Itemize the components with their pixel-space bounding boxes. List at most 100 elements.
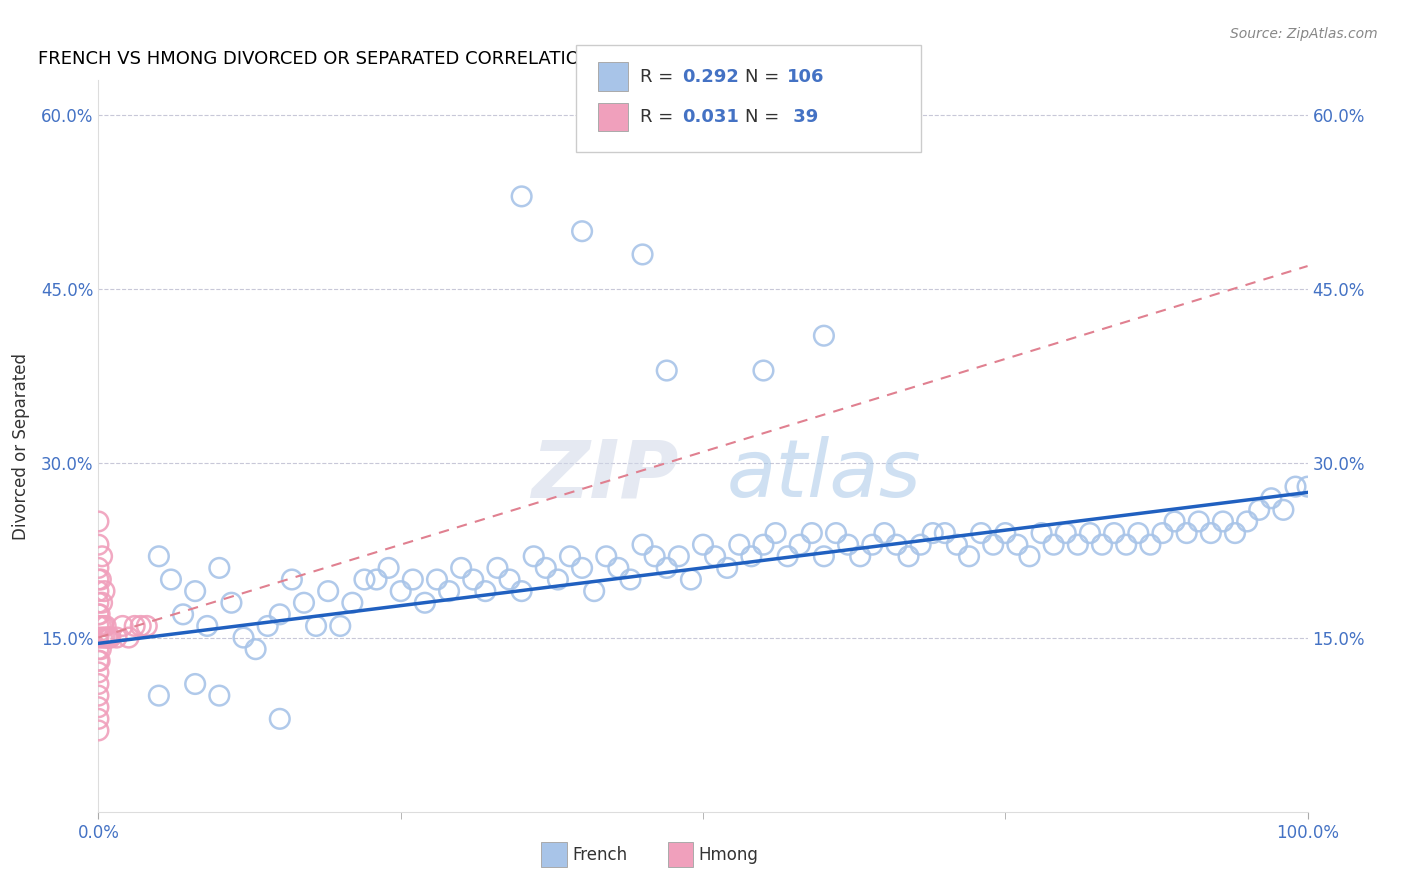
Point — [105, 631, 128, 645]
Point — [87, 607, 110, 622]
Point — [1296, 480, 1319, 494]
Point — [1031, 526, 1053, 541]
Point — [1128, 526, 1150, 541]
Point — [813, 549, 835, 564]
Text: R =: R = — [640, 108, 679, 126]
Point — [655, 561, 678, 575]
Point — [631, 247, 654, 261]
Point — [87, 689, 110, 703]
Text: Source: ZipAtlas.com: Source: ZipAtlas.com — [1230, 27, 1378, 41]
Point — [571, 561, 593, 575]
Point — [87, 515, 110, 529]
Text: N =: N = — [745, 68, 785, 86]
Point — [208, 561, 231, 575]
Text: French: French — [572, 846, 627, 863]
Text: 106: 106 — [787, 68, 825, 86]
Point — [1199, 526, 1222, 541]
Point — [87, 561, 110, 575]
Point — [245, 642, 267, 657]
Point — [655, 363, 678, 377]
Point — [87, 700, 110, 714]
Point — [1212, 515, 1234, 529]
Point — [873, 526, 896, 541]
Point — [752, 363, 775, 377]
Point — [87, 573, 110, 587]
Point — [1102, 526, 1125, 541]
Point — [631, 538, 654, 552]
Point — [93, 631, 115, 645]
Point — [921, 526, 943, 541]
Point — [366, 573, 388, 587]
Point — [765, 526, 787, 541]
Text: R =: R = — [640, 68, 679, 86]
Point — [1223, 526, 1246, 541]
Point — [184, 677, 207, 691]
Point — [91, 619, 114, 633]
Point — [1152, 526, 1174, 541]
Point — [1163, 515, 1185, 529]
Point — [668, 549, 690, 564]
Point — [534, 561, 557, 575]
Point — [96, 631, 118, 645]
Point — [1054, 526, 1077, 541]
Point — [1249, 503, 1271, 517]
Point — [87, 619, 110, 633]
Point — [523, 549, 546, 564]
Point — [1272, 503, 1295, 517]
Point — [957, 549, 980, 564]
Point — [981, 538, 1004, 552]
Point — [1236, 515, 1258, 529]
Point — [886, 538, 908, 552]
Text: 0.292: 0.292 — [682, 68, 738, 86]
Point — [619, 573, 641, 587]
Point — [269, 712, 291, 726]
Point — [87, 642, 110, 657]
Point — [740, 549, 762, 564]
Point — [91, 596, 114, 610]
Point — [849, 549, 872, 564]
Text: Hmong: Hmong — [699, 846, 759, 863]
Text: 0.031: 0.031 — [682, 108, 738, 126]
Y-axis label: Divorced or Separated: Divorced or Separated — [11, 352, 30, 540]
Point — [91, 631, 114, 645]
Point — [172, 607, 194, 622]
Point — [1091, 538, 1114, 552]
Point — [329, 619, 352, 633]
Point — [510, 189, 533, 203]
Point — [463, 573, 485, 587]
Point — [704, 549, 727, 564]
Point — [1188, 515, 1211, 529]
Point — [184, 584, 207, 599]
Point — [558, 549, 581, 564]
Point — [148, 549, 170, 564]
Point — [1018, 549, 1040, 564]
Point — [90, 619, 112, 633]
Point — [426, 573, 449, 587]
Point — [825, 526, 848, 541]
Point — [269, 607, 291, 622]
Point — [148, 689, 170, 703]
Point — [607, 561, 630, 575]
Text: 39: 39 — [787, 108, 818, 126]
Point — [98, 631, 121, 645]
Point — [87, 654, 110, 668]
Text: N =: N = — [745, 108, 785, 126]
Point — [94, 619, 117, 633]
Point — [571, 224, 593, 238]
Point — [97, 631, 120, 645]
Point — [195, 619, 218, 633]
Point — [353, 573, 375, 587]
Point — [87, 712, 110, 726]
Text: ZIP: ZIP — [531, 436, 679, 515]
Point — [377, 561, 399, 575]
Point — [281, 573, 304, 587]
Point — [342, 596, 364, 610]
Point — [87, 538, 110, 552]
Point — [595, 549, 617, 564]
Point — [232, 631, 254, 645]
Point — [752, 538, 775, 552]
Point — [789, 538, 811, 552]
Point — [124, 619, 146, 633]
Point — [910, 538, 932, 552]
Point — [305, 619, 328, 633]
